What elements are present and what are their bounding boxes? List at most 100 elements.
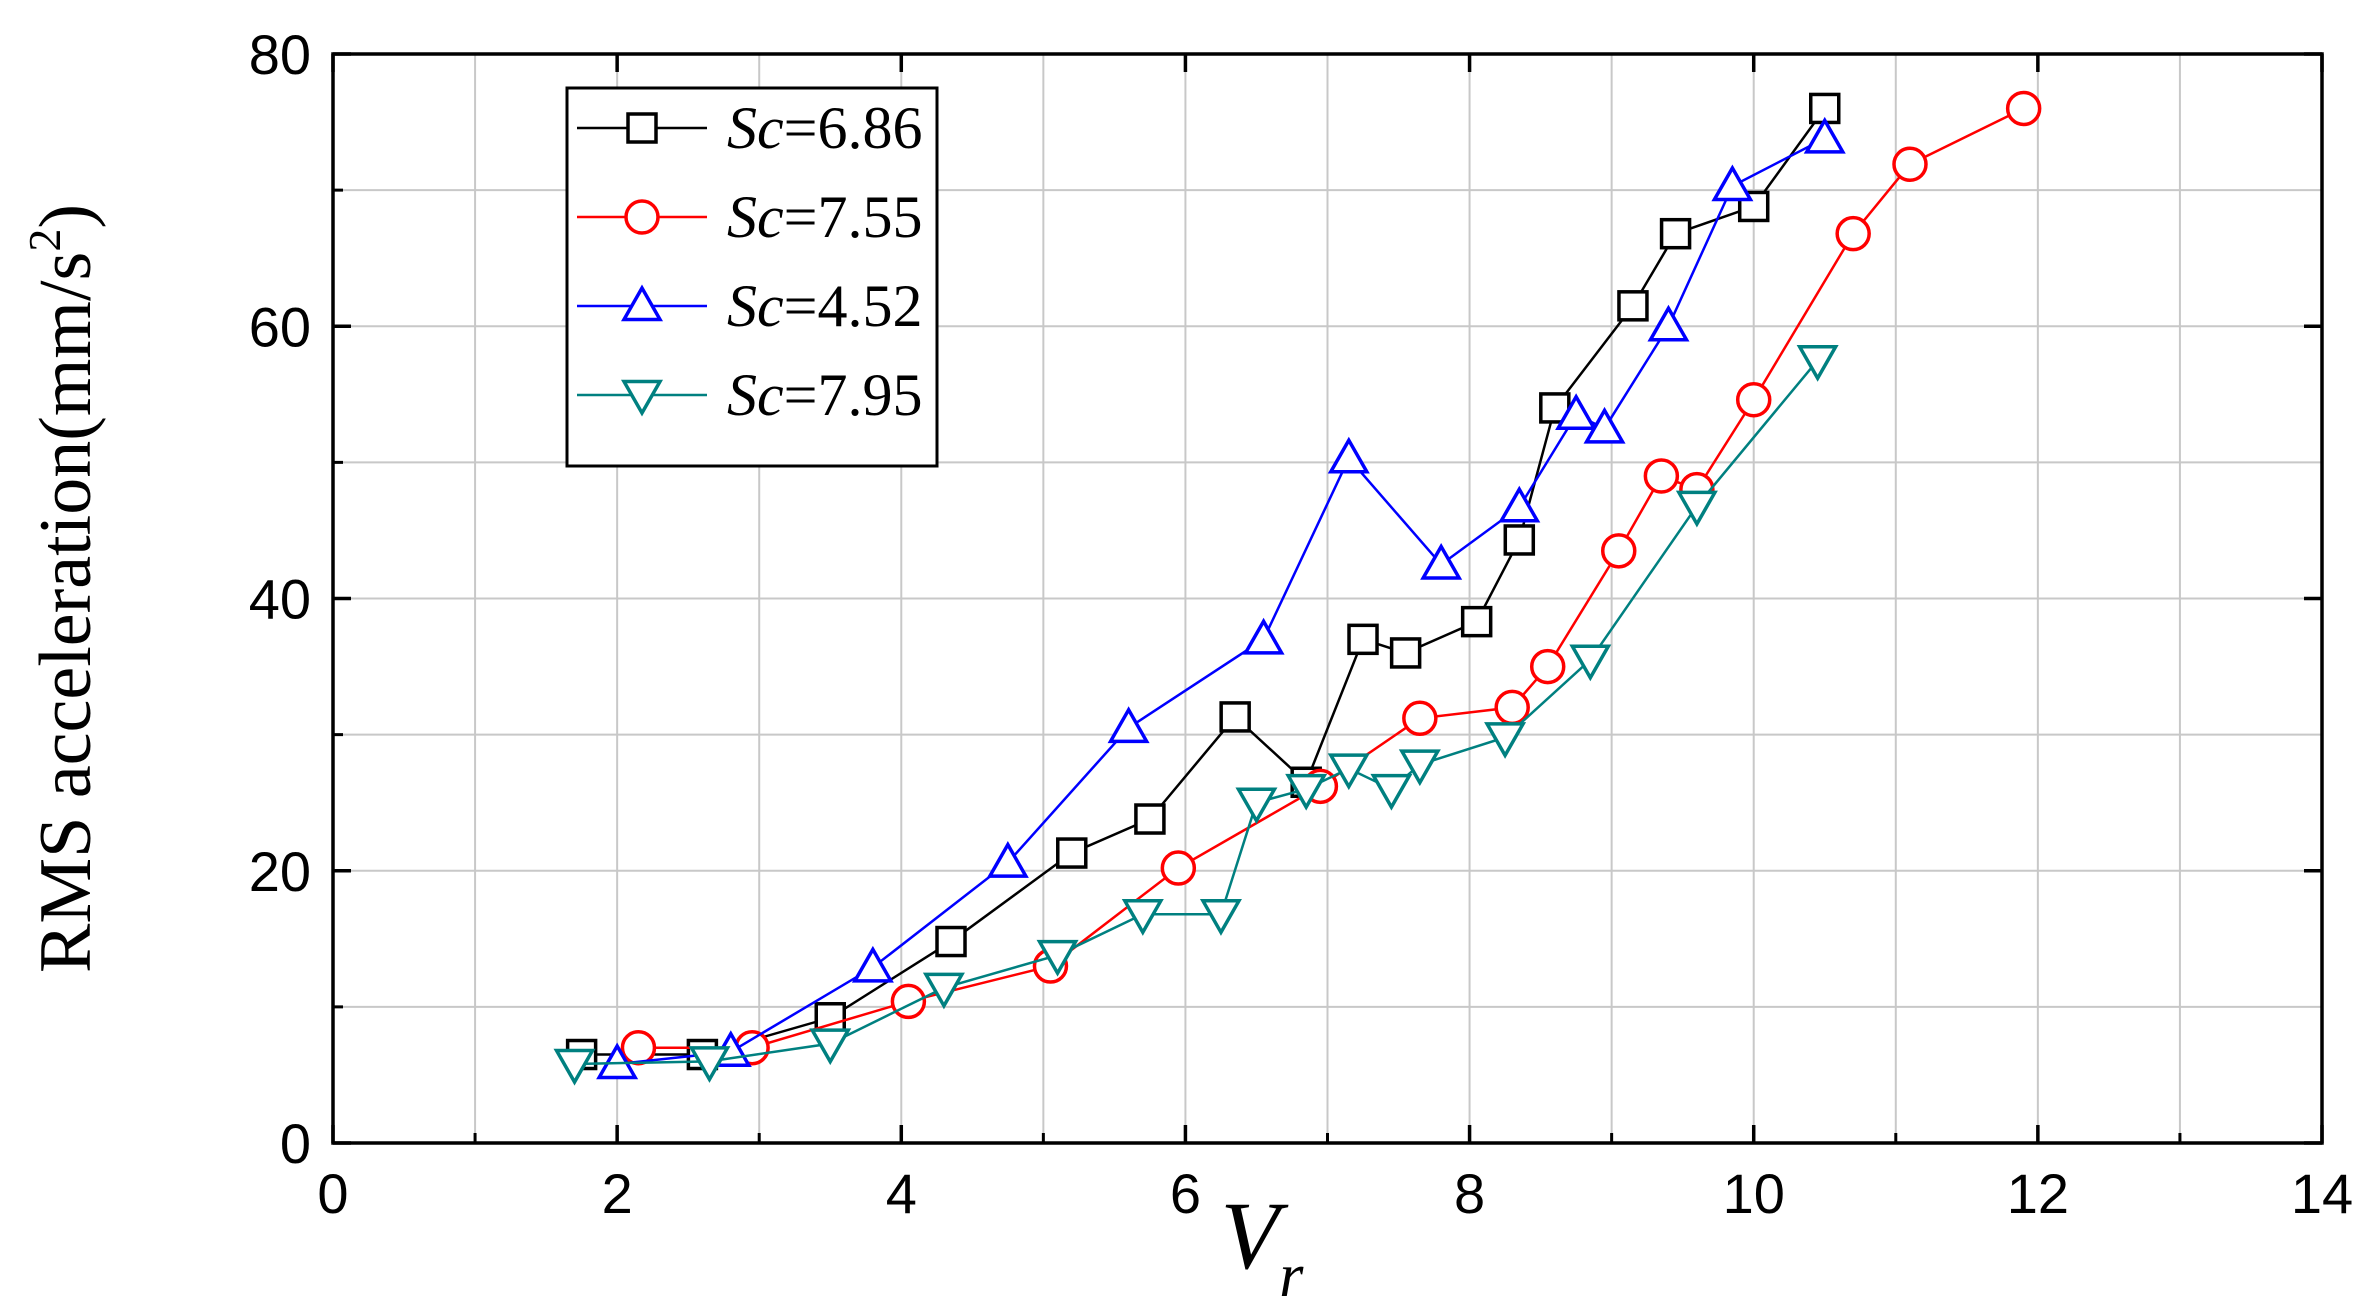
data-point bbox=[1555, 393, 1598, 430]
legend-label-value: =4.52 bbox=[784, 273, 923, 339]
y-tick-label: 0 bbox=[280, 1112, 311, 1175]
y-tick-label: 40 bbox=[249, 568, 311, 631]
y-tick-label: 80 bbox=[249, 23, 311, 86]
x-tick-label: 8 bbox=[1454, 1162, 1485, 1225]
x-tick-label: 4 bbox=[886, 1162, 917, 1225]
plot-series bbox=[553, 90, 2042, 1086]
legend-label: Sc=6.86 bbox=[727, 95, 922, 161]
data-point bbox=[1803, 116, 1846, 154]
x-axis-title-main: V bbox=[1221, 1182, 1289, 1289]
data-point bbox=[1199, 899, 1242, 936]
data-point bbox=[1494, 689, 1530, 726]
data-point bbox=[890, 983, 927, 1020]
data-point bbox=[1498, 485, 1541, 523]
data-point bbox=[922, 972, 965, 1010]
data-point bbox=[1219, 701, 1251, 733]
data-point bbox=[1370, 773, 1413, 811]
data-point bbox=[1235, 787, 1278, 825]
data-point bbox=[1160, 850, 1197, 886]
legend-item: Sc=4.52 bbox=[577, 273, 922, 339]
data-point bbox=[1285, 773, 1328, 811]
series-line bbox=[638, 107, 2025, 1049]
data-point bbox=[1583, 406, 1626, 444]
y-axis-title-superscript: 2 bbox=[19, 229, 70, 252]
data-point bbox=[1617, 290, 1649, 322]
legend-marker bbox=[624, 199, 660, 235]
legend-item: Sc=7.95 bbox=[577, 362, 922, 428]
data-point bbox=[1484, 722, 1527, 759]
legend-label-italic: Sc bbox=[727, 273, 784, 339]
y-axis-title: RMS acceleration(mm/s2) bbox=[19, 204, 107, 973]
legend-label-italic: Sc bbox=[727, 95, 784, 161]
data-point bbox=[1835, 215, 1871, 252]
x-tick-label: 2 bbox=[602, 1162, 633, 1225]
legend-label-italic: Sc bbox=[727, 362, 784, 428]
x-tick-label: 14 bbox=[2291, 1162, 2353, 1225]
x-tick-label: 10 bbox=[1723, 1162, 1785, 1225]
y-tick-label: 60 bbox=[249, 295, 311, 358]
data-point bbox=[1659, 217, 1692, 250]
data-point bbox=[1796, 345, 1839, 382]
legend-marker bbox=[620, 379, 664, 417]
x-axis-title: Vr bbox=[1221, 1182, 1305, 1301]
data-point bbox=[1036, 939, 1079, 977]
y-axis-title-suffix: ) bbox=[25, 204, 107, 229]
data-point bbox=[935, 925, 967, 958]
legend-label-value: =7.55 bbox=[784, 184, 923, 250]
data-point bbox=[1503, 524, 1536, 556]
data-point bbox=[1569, 644, 1612, 682]
data-point bbox=[1134, 803, 1166, 835]
data-point bbox=[986, 841, 1029, 878]
legend-label: Sc=7.95 bbox=[727, 362, 922, 428]
series-line bbox=[617, 137, 1826, 1066]
data-point bbox=[620, 1029, 657, 1066]
legend-label-value: =6.86 bbox=[784, 95, 923, 161]
data-point bbox=[809, 1028, 852, 1066]
data-point bbox=[1327, 436, 1370, 474]
data-point bbox=[1675, 490, 1718, 528]
x-tick-label: 6 bbox=[1170, 1162, 1201, 1225]
data-point bbox=[553, 1048, 596, 1086]
data-point bbox=[1420, 542, 1463, 580]
legend-label: Sc=4.52 bbox=[727, 273, 922, 339]
axes: 0 2 4 6 8 10 12 14 0 20 40 60 80 bbox=[249, 23, 2353, 1225]
legend-label: Sc=7.55 bbox=[727, 184, 922, 250]
legend-item: Sc=6.86 bbox=[577, 95, 922, 161]
data-point bbox=[1121, 899, 1164, 936]
data-point bbox=[851, 945, 894, 983]
y-axis-title-main: RMS acceleration(mm/s bbox=[25, 252, 107, 973]
series-line bbox=[574, 359, 1819, 1066]
data-point bbox=[1242, 617, 1285, 655]
legend-box bbox=[565, 86, 939, 468]
legend-label-italic: Sc bbox=[727, 184, 784, 250]
x-tick-label: 12 bbox=[2007, 1162, 2069, 1225]
legend-marker bbox=[626, 112, 658, 144]
data-point bbox=[1460, 605, 1493, 638]
data-point bbox=[2005, 90, 2042, 127]
data-point bbox=[1711, 164, 1754, 202]
data-point bbox=[1647, 304, 1690, 342]
data-point bbox=[1892, 146, 1928, 183]
data-point bbox=[1643, 458, 1680, 494]
data-point bbox=[1389, 637, 1422, 669]
data-point bbox=[1327, 753, 1370, 791]
legend-item: Sc=7.55 bbox=[577, 184, 922, 250]
y-tick-label: 20 bbox=[249, 840, 311, 903]
data-point bbox=[1107, 706, 1150, 744]
legend-marker bbox=[620, 284, 664, 322]
data-point bbox=[1402, 700, 1438, 737]
data-point bbox=[1735, 382, 1772, 418]
data-point bbox=[1600, 533, 1637, 569]
data-point bbox=[1056, 837, 1088, 869]
data-point bbox=[688, 1046, 731, 1083]
legend-label-value: =7.95 bbox=[784, 362, 923, 428]
x-axis-title-subscript: r bbox=[1279, 1242, 1304, 1301]
data-point bbox=[1347, 623, 1379, 656]
data-point bbox=[1529, 648, 1566, 685]
data-point bbox=[1398, 749, 1441, 787]
series-2 bbox=[620, 90, 2042, 1066]
x-tick-label: 0 bbox=[317, 1162, 348, 1225]
